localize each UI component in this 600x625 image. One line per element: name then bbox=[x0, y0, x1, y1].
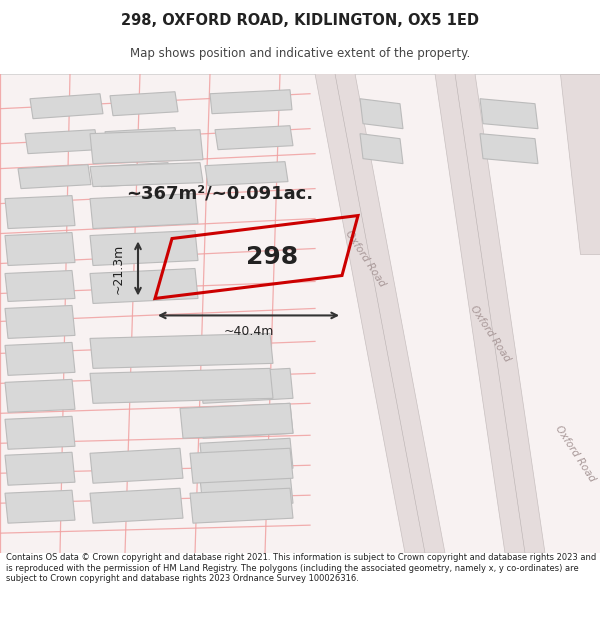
Polygon shape bbox=[30, 94, 103, 119]
Polygon shape bbox=[5, 490, 75, 523]
Polygon shape bbox=[90, 194, 198, 229]
Polygon shape bbox=[5, 271, 75, 301]
Polygon shape bbox=[210, 90, 292, 114]
Polygon shape bbox=[90, 448, 183, 483]
Polygon shape bbox=[360, 134, 403, 164]
Polygon shape bbox=[105, 127, 178, 152]
Text: Oxford Road: Oxford Road bbox=[343, 229, 387, 289]
Polygon shape bbox=[90, 129, 203, 164]
Polygon shape bbox=[190, 488, 293, 523]
Text: Contains OS data © Crown copyright and database right 2021. This information is : Contains OS data © Crown copyright and d… bbox=[6, 553, 596, 583]
Polygon shape bbox=[90, 333, 273, 368]
Polygon shape bbox=[205, 162, 288, 186]
Text: 298: 298 bbox=[245, 245, 298, 269]
Text: Oxford Road: Oxford Road bbox=[553, 423, 597, 483]
Text: Map shows position and indicative extent of the property.: Map shows position and indicative extent… bbox=[130, 47, 470, 59]
Polygon shape bbox=[5, 342, 75, 376]
Polygon shape bbox=[5, 452, 75, 485]
Polygon shape bbox=[480, 99, 538, 129]
Polygon shape bbox=[190, 448, 293, 483]
Polygon shape bbox=[90, 488, 183, 523]
Polygon shape bbox=[25, 129, 98, 154]
Polygon shape bbox=[200, 403, 293, 438]
Polygon shape bbox=[5, 306, 75, 338]
Polygon shape bbox=[5, 416, 75, 449]
Polygon shape bbox=[5, 232, 75, 266]
Text: 298, OXFORD ROAD, KIDLINGTON, OX5 1ED: 298, OXFORD ROAD, KIDLINGTON, OX5 1ED bbox=[121, 13, 479, 28]
Polygon shape bbox=[435, 74, 545, 553]
Polygon shape bbox=[18, 164, 91, 189]
Polygon shape bbox=[90, 231, 198, 266]
Text: ~40.4m: ~40.4m bbox=[223, 325, 274, 338]
Polygon shape bbox=[200, 438, 293, 473]
Polygon shape bbox=[90, 368, 273, 403]
Text: ~367m²/~0.091ac.: ~367m²/~0.091ac. bbox=[127, 184, 314, 203]
Polygon shape bbox=[110, 92, 178, 116]
Polygon shape bbox=[360, 99, 403, 129]
Polygon shape bbox=[98, 162, 171, 187]
Polygon shape bbox=[215, 126, 293, 149]
Polygon shape bbox=[200, 368, 293, 403]
Polygon shape bbox=[0, 74, 600, 553]
Polygon shape bbox=[180, 403, 293, 438]
Polygon shape bbox=[315, 74, 445, 553]
Polygon shape bbox=[90, 162, 203, 187]
Polygon shape bbox=[560, 74, 600, 254]
Polygon shape bbox=[480, 134, 538, 164]
Polygon shape bbox=[90, 269, 198, 304]
Text: Oxford Road: Oxford Road bbox=[468, 303, 512, 363]
Polygon shape bbox=[5, 196, 75, 229]
Polygon shape bbox=[200, 473, 293, 508]
Polygon shape bbox=[5, 379, 75, 412]
Text: ~21.3m: ~21.3m bbox=[112, 243, 125, 294]
